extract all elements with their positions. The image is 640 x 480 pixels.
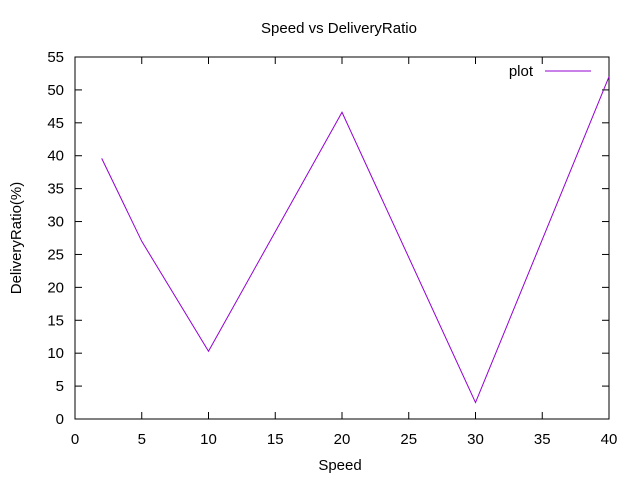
x-tick-label: 35 bbox=[534, 431, 551, 448]
x-tick-label: 5 bbox=[138, 431, 146, 448]
y-tick-label: 15 bbox=[47, 312, 64, 329]
y-tick-label: 5 bbox=[56, 378, 64, 395]
y-tick-label: 40 bbox=[47, 148, 64, 165]
x-tick-label: 10 bbox=[200, 431, 217, 448]
y-tick-label: 0 bbox=[56, 411, 64, 428]
y-tick-label: 35 bbox=[47, 181, 64, 198]
y-axis-ticks: 0 5 10 15 20 25 30 35 40 45 50 55 bbox=[47, 49, 609, 428]
x-axis-ticks: 0 5 10 15 20 25 30 35 40 bbox=[71, 57, 618, 448]
legend-label-plot: plot bbox=[509, 63, 534, 80]
y-tick-label: 20 bbox=[47, 279, 64, 296]
chart-title: Speed vs DeliveryRatio bbox=[261, 20, 417, 37]
y-tick-label: 45 bbox=[47, 115, 64, 132]
x-tick-label: 20 bbox=[334, 431, 351, 448]
x-tick-label: 0 bbox=[71, 431, 79, 448]
y-tick-label: 25 bbox=[47, 246, 64, 263]
x-axis-title: Speed bbox=[318, 457, 361, 474]
y-tick-label: 30 bbox=[47, 214, 64, 231]
x-tick-label: 25 bbox=[400, 431, 417, 448]
series-line-plot bbox=[101, 76, 610, 404]
y-axis-title: DeliveryRatio(%) bbox=[8, 182, 25, 295]
series-layer bbox=[101, 76, 610, 404]
y-tick-label: 50 bbox=[47, 82, 64, 99]
y-tick-label: 10 bbox=[47, 345, 64, 362]
x-tick-label: 40 bbox=[601, 431, 618, 448]
y-tick-label: 55 bbox=[47, 49, 64, 66]
legend: plot bbox=[509, 63, 591, 80]
x-tick-label: 15 bbox=[267, 431, 284, 448]
x-tick-label: 30 bbox=[467, 431, 484, 448]
